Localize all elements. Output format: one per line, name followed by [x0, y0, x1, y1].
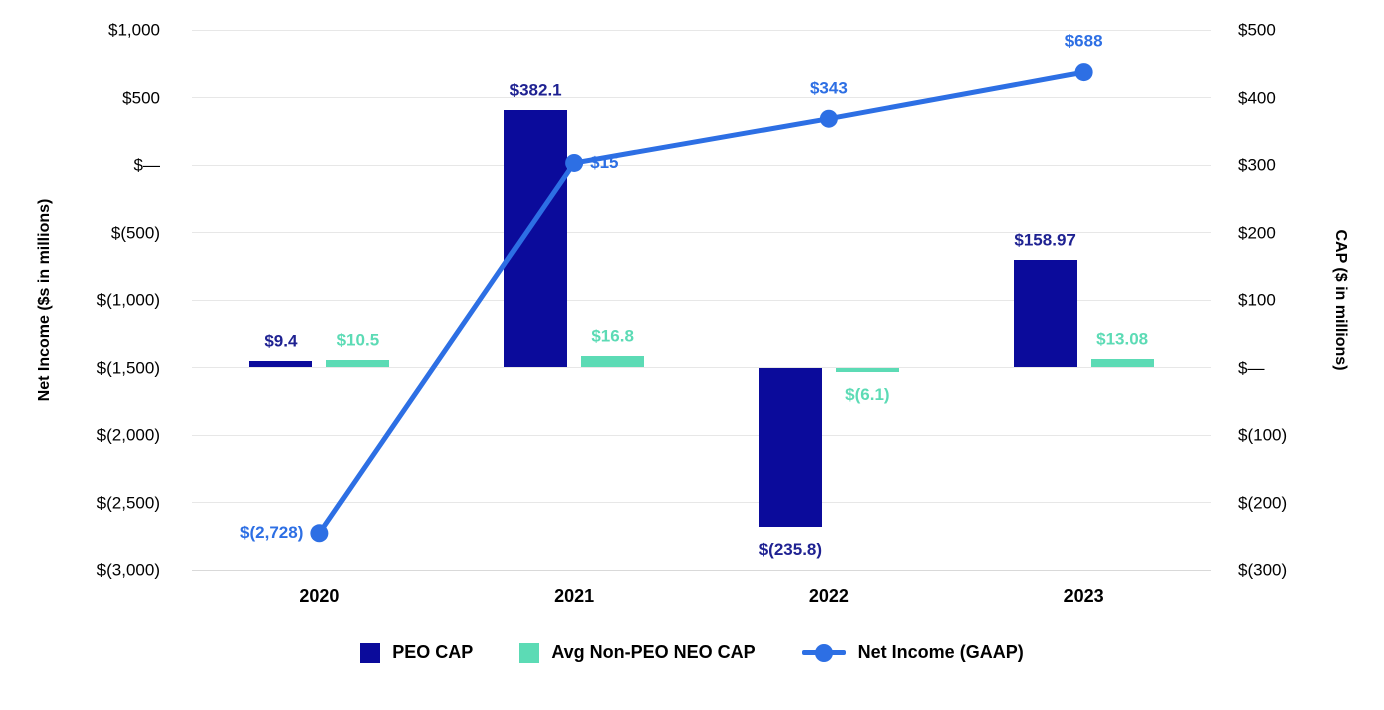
bar-value-label: $158.97	[1014, 230, 1076, 250]
bar-peo-cap	[758, 367, 822, 527]
bar-peo-cap	[1013, 260, 1077, 368]
right-axis-tick: $(300)	[1238, 560, 1288, 580]
left-axis-tick: $(2,000)	[96, 425, 160, 445]
left-axis-title: Net Income ($s in millions)	[36, 198, 53, 402]
bar-avg-non-peo-neo-cap	[581, 356, 645, 368]
gridline	[192, 569, 1211, 571]
bar-value-label: $16.8	[591, 326, 634, 346]
right-axis-tick: $—	[1238, 358, 1265, 377]
legend-swatch-icon	[519, 642, 540, 663]
line-value-label: $343	[809, 78, 848, 98]
bar-value-label: $(235.8)	[758, 539, 823, 559]
left-axis-tick: $500	[122, 88, 160, 107]
left-axis-tick: $(3,000)	[96, 560, 160, 580]
bar-avg-non-peo-neo-cap	[326, 360, 390, 368]
gridline	[192, 434, 1211, 436]
right-axis-tick: $(100)	[1238, 425, 1288, 445]
bar-avg-non-peo-neo-cap	[835, 367, 899, 372]
gridline	[192, 164, 1211, 166]
right-axis-tick: $300	[1238, 155, 1276, 175]
line-value-label: $15	[590, 152, 619, 172]
left-axis-tick: $(2,500)	[96, 493, 160, 512]
left-axis-tick: $(1,500)	[96, 358, 160, 377]
right-axis-title: CAP ($ in millions)	[1332, 229, 1349, 371]
line-point-marker	[310, 524, 329, 543]
legend-item-net-income-gaap-: Net Income (GAAP)	[801, 642, 1024, 663]
legend-item-avg-non-peo-neo-cap: Avg Non-PEO NEO CAP	[519, 642, 756, 663]
right-axis-tick: $400	[1238, 88, 1276, 107]
line-point-marker	[1074, 63, 1093, 82]
bar-value-label: $382.1	[509, 80, 562, 100]
line-value-label: $688	[1064, 31, 1103, 51]
bar-avg-non-peo-neo-cap	[1090, 358, 1154, 368]
gridline	[192, 97, 1211, 98]
gridline	[192, 29, 1211, 31]
gridline	[192, 502, 1211, 503]
legend-item-peo-cap: PEO CAP	[360, 642, 473, 663]
right-axis-tick: $500	[1238, 20, 1276, 40]
line-path	[317, 69, 1085, 535]
x-axis-year-label: 2023	[1063, 586, 1104, 606]
bar-peo-cap	[249, 361, 313, 368]
legend-line-dot	[814, 643, 833, 662]
bar-value-label: $9.4	[264, 331, 298, 351]
x-axis-year-label: 2022	[808, 586, 849, 606]
left-axis-tick: $(1,000)	[96, 290, 160, 310]
legend-label: Avg Non-PEO NEO CAP	[551, 642, 756, 662]
x-axis-year-label: 2021	[554, 586, 595, 606]
legend-label: Net Income (GAAP)	[857, 642, 1024, 662]
bar-peo-cap	[504, 109, 568, 368]
line-value-label: $(2,728)	[240, 523, 304, 543]
left-axis-tick: $(500)	[110, 223, 160, 242]
left-axis-tick: $1,000	[108, 20, 160, 40]
legend-swatch-icon	[360, 642, 381, 663]
bar-value-label: $10.5	[336, 331, 380, 351]
legend-label: PEO CAP	[392, 642, 474, 662]
right-axis-tick: $(200)	[1238, 493, 1288, 512]
right-axis-tick: $200	[1238, 223, 1276, 242]
x-axis-year-label: 2020	[299, 586, 340, 606]
bar-value-label: $(6.1)	[845, 384, 890, 404]
legend: PEO CAP Avg Non-PEO NEO CAP Net Income (GA…	[0, 642, 1384, 663]
line-point-marker	[565, 153, 584, 172]
left-axis-tick: $—	[133, 155, 160, 175]
right-axis-tick: $100	[1238, 290, 1276, 310]
bar-value-label: $13.08	[1096, 329, 1149, 349]
legend-line-marker-icon	[801, 643, 846, 663]
line-point-marker	[819, 109, 838, 128]
